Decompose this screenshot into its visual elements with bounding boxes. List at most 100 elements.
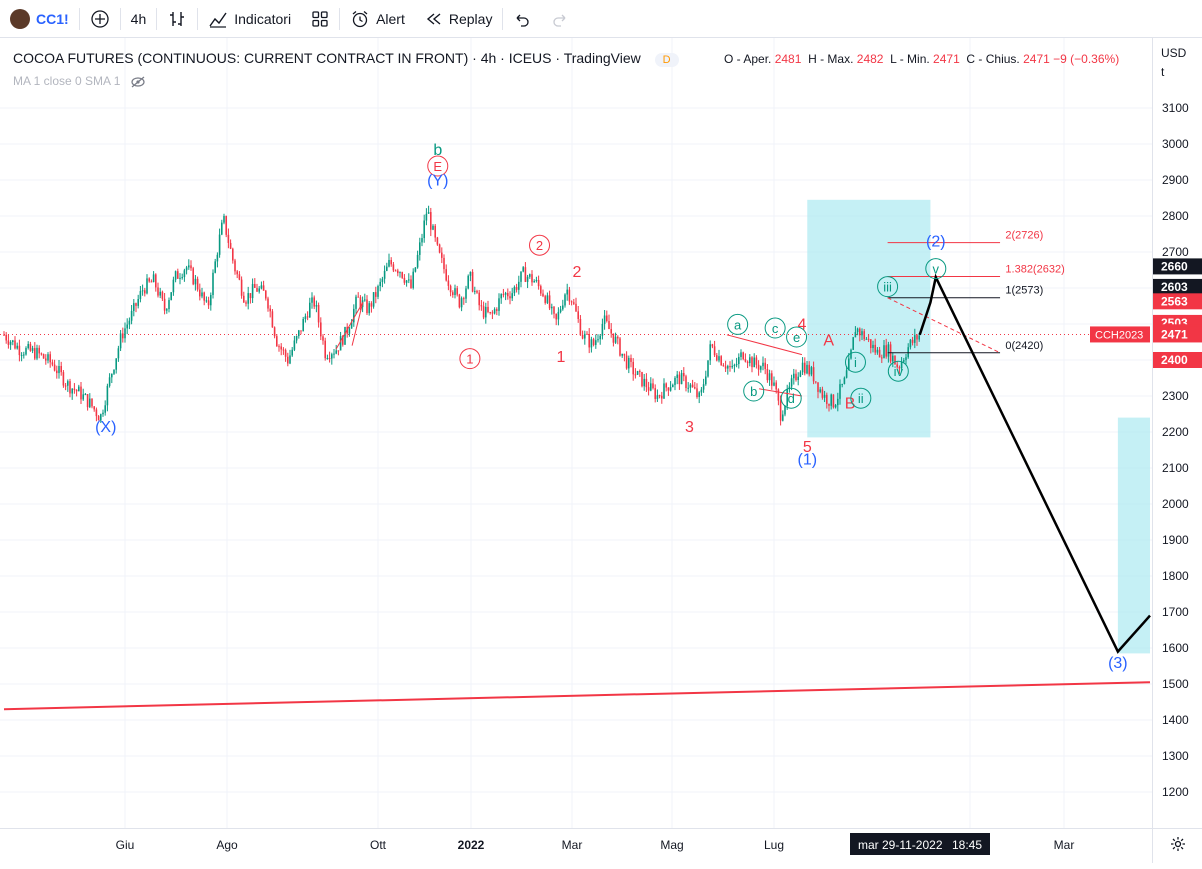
templates-button[interactable]: [301, 0, 339, 38]
candle-body: [243, 295, 245, 303]
candle-body: [647, 387, 650, 391]
candle-body: [643, 378, 645, 387]
candle-body: [502, 294, 505, 296]
chart-style-button[interactable]: [157, 0, 197, 38]
candle-body: [579, 318, 582, 336]
candle-body: [810, 367, 813, 375]
candle-body: [320, 322, 322, 337]
target-zone: [807, 199, 931, 438]
rewind-icon: [426, 12, 441, 25]
candle-body: [130, 310, 133, 321]
candle-body: [93, 406, 95, 410]
candle-body: [137, 299, 139, 306]
alert-button[interactable]: Alert: [340, 0, 415, 38]
candle-body: [771, 373, 773, 386]
candle-body: [702, 384, 705, 390]
indicators-icon: [209, 12, 227, 28]
candle-body: [590, 339, 593, 348]
candle-body: [67, 381, 69, 386]
candle-body: [16, 345, 18, 349]
wave-label: (X): [95, 419, 116, 436]
candle-body: [522, 267, 524, 272]
toolbar-divider: [119, 7, 121, 30]
ma-label: MA 1 close 0 SMA 1: [13, 74, 121, 88]
candle-body: [540, 286, 542, 294]
candle-body: [542, 293, 544, 297]
symbol-selector[interactable]: CC1!: [0, 0, 79, 38]
candle-body: [881, 357, 883, 359]
candle-body: [276, 336, 278, 347]
indicators-button[interactable]: Indicatori: [198, 0, 301, 38]
candle-body: [753, 357, 755, 368]
target-zone: [1117, 417, 1150, 654]
candle-body: [196, 278, 199, 290]
candle-body: [95, 409, 98, 417]
interval-button[interactable]: 4h: [121, 0, 157, 38]
price-tick-label: 1500: [1162, 677, 1189, 691]
compare-button[interactable]: [80, 0, 120, 38]
candle-body: [447, 280, 450, 286]
candle-body: [357, 296, 359, 298]
candle-body: [826, 394, 828, 404]
candle-body: [575, 303, 577, 312]
candle-body: [29, 344, 32, 351]
wedge-pattern: [335, 302, 364, 350]
candle-body: [181, 277, 183, 279]
candle-body: [102, 412, 104, 415]
redo-button[interactable]: [541, 0, 579, 38]
wave-label: b: [433, 142, 442, 159]
candle-body: [914, 335, 916, 343]
candle-body: [592, 339, 595, 345]
price-axis[interactable]: 3100300029002800270026002500240023002200…: [1152, 38, 1202, 863]
candle-body: [696, 388, 698, 398]
candle-body: [126, 324, 128, 329]
candle-body: [159, 291, 161, 296]
candle-body: [150, 281, 153, 283]
time-cursor-time: 18:45: [952, 838, 982, 852]
gear-icon[interactable]: [1170, 836, 1186, 852]
candle-body: [38, 347, 40, 354]
price-tick-label: 1900: [1162, 533, 1189, 547]
candle-body: [760, 366, 762, 370]
time-cursor-date: mar 29-11-2022: [858, 838, 943, 852]
candle-body: [520, 271, 522, 282]
candle-body: [782, 414, 784, 421]
candle-body: [757, 364, 760, 370]
candle-body: [289, 355, 291, 364]
price-tick-label: 3000: [1162, 137, 1189, 151]
wave-label-circle: [844, 351, 866, 373]
settings-corner[interactable]: [1152, 828, 1202, 863]
ma-legend[interactable]: MA 1 close 0 SMA 1: [13, 74, 146, 88]
wave-label-circle: [786, 326, 808, 348]
replay-button[interactable]: Replay: [415, 0, 503, 38]
time-axis[interactable]: GiuAgoOtt2022MarMagLugSetMarmar 29-11-20…: [0, 828, 1152, 863]
candle-body: [828, 403, 830, 406]
price-tick-label: 1700: [1162, 605, 1189, 619]
undo-button[interactable]: [503, 0, 541, 38]
candle-body: [507, 293, 509, 297]
candle-body: [685, 376, 687, 389]
price-tick-label: 2000: [1162, 497, 1189, 511]
candle-body: [322, 336, 324, 341]
candle-body: [705, 376, 707, 385]
candle-body: [344, 326, 346, 345]
chart-pane[interactable]: 2(2726) 1.382(2632) 1(2573) 0(2420) (X) b E (Y)…: [0, 38, 1202, 863]
currency-label[interactable]: USD: [1161, 46, 1187, 60]
symbol-name: CC1!: [36, 10, 69, 27]
eye-hidden-icon[interactable]: [130, 76, 146, 88]
wave-label-circle: [764, 317, 786, 339]
time-tick-label: Ott: [370, 838, 387, 852]
candle-body: [830, 394, 832, 406]
candle-body: [214, 261, 216, 273]
toolbar-divider: [197, 7, 199, 30]
candle-body: [216, 254, 219, 262]
candle-body: [509, 296, 511, 299]
candle-body: [372, 292, 375, 307]
candle-body: [293, 340, 296, 350]
candle-body: [918, 335, 920, 340]
candle-body: [863, 331, 865, 340]
price-tag-bg: [1153, 293, 1202, 310]
price-chart[interactable]: 2(2726)1.382(2632)1(2573)0(2420)(X)bE(Y)…: [0, 38, 1152, 828]
candle-body: [394, 270, 397, 272]
candle-body: [612, 333, 615, 343]
